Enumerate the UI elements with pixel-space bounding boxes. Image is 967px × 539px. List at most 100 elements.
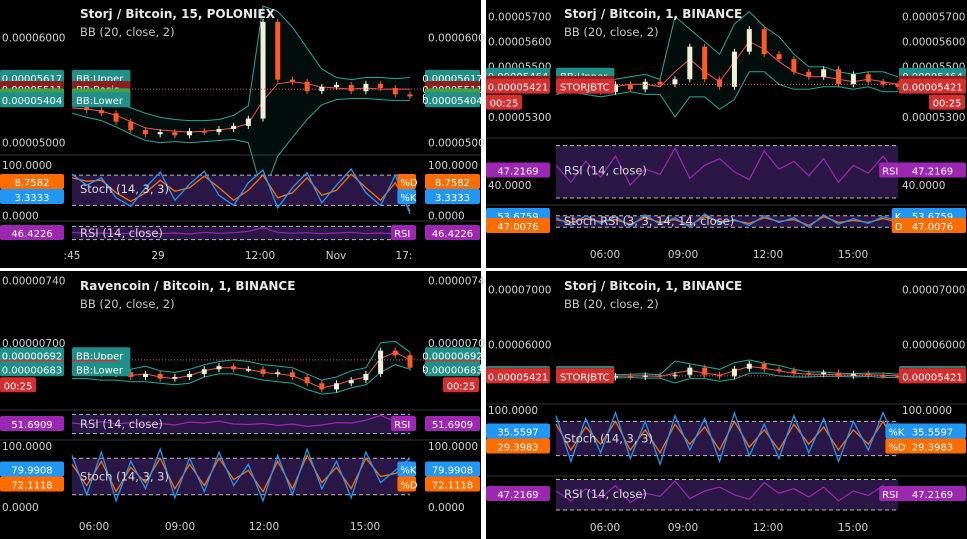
oscillator-tag-right-bg [425, 225, 480, 240]
y-tick-label: 0.00005000 [428, 138, 491, 150]
candle-body [880, 81, 886, 85]
price-tag-right-bg [425, 347, 480, 363]
timer-bg-right [929, 94, 965, 110]
x-tick-label: 29 [151, 250, 164, 262]
price-tag-left: 0.00005617 [2, 74, 62, 85]
candle-body [289, 372, 295, 378]
oscillator-name-bg [391, 225, 416, 240]
oscillator-band [556, 145, 898, 198]
chart-storj-binance-1-b: Storj / Bitcoin, 1, BINANCE BB (20, close… [486, 271, 967, 539]
chart-storj-binance-1-a: Storj / Bitcoin, 1, BINANCE BB (20, close… [486, 0, 967, 268]
candle-body [348, 84, 354, 92]
x-tick-label: Nov [326, 250, 347, 262]
oscillator-tag-right-bg [899, 218, 966, 233]
oscillator-tag-right-bg [425, 476, 480, 492]
price-tag-left: 0.00005421 [488, 83, 548, 94]
bb-lower-line [72, 364, 411, 395]
oscillator-name-bg [397, 189, 416, 204]
candle-body [687, 367, 693, 375]
oscillator-d-line [71, 173, 411, 212]
x-tick-label: 12:00 [245, 250, 275, 262]
candle-body [172, 132, 178, 136]
series-name-tag-bg [556, 368, 615, 384]
x-tick-label: 15:00 [838, 249, 868, 261]
candle-body [275, 21, 281, 80]
oscillator-tag-right: 35.5597 [912, 428, 953, 439]
oscillator-name-tag: D [895, 222, 903, 233]
x-tick-label: 06:00 [590, 249, 620, 261]
oscillator-name-bg [397, 174, 416, 189]
candle-body [761, 363, 767, 370]
oscillator-tag-left-bg [486, 218, 550, 233]
candle-body [142, 373, 148, 378]
candle-body [172, 377, 178, 379]
oscillator-tag-left-bg [0, 174, 64, 189]
candle-body [672, 79, 678, 85]
candle-body [304, 81, 310, 92]
oscillator-name-bg [879, 162, 904, 178]
oscillator-tag-right-bg [899, 423, 966, 439]
y-tick-label: 0.00006000 [902, 340, 965, 352]
series-name-tag: BB:Lower [76, 365, 124, 376]
candle-body [245, 369, 251, 371]
oscillator-tag-left-bg [0, 225, 64, 240]
chart-subtitle: BB (20, close, 2) [80, 297, 175, 311]
oscillator-name-bg [879, 486, 904, 501]
candle-body [657, 81, 663, 85]
oscillator-band [556, 479, 898, 510]
chart-title: Ravencoin / Bitcoin, 1, BINANCE [80, 279, 295, 293]
oscillator-name-tag: %K [400, 193, 417, 204]
y-tick-label: 100.0000 [2, 441, 52, 453]
y-tick-label: 0.00006000 [488, 340, 551, 352]
oscillator-tag-right: 47.0076 [912, 222, 953, 233]
candle-body [201, 369, 207, 374]
candle-body [334, 84, 340, 87]
candle-body [717, 79, 723, 87]
oscillator-name-tag: RSI [882, 167, 898, 178]
oscillator-name-tag: %D [888, 443, 906, 454]
candle-body [187, 131, 193, 136]
candle-body [731, 51, 737, 87]
oscillator-tag-left: 79.9908 [11, 466, 52, 477]
oscillator-label: Stoch RSI (3, 3, 14, 14, close) [564, 214, 734, 228]
oscillator-k-line [555, 410, 899, 467]
oscillator-name-tag: K [895, 212, 902, 223]
price-tag-left-bg [0, 92, 64, 108]
y-tick-label: 100.0000 [2, 160, 52, 172]
y-tick-label: 0.00007000 [902, 285, 965, 297]
oscillator-tag-right: 53.6759 [912, 212, 953, 223]
y-tick-label: 0.0000 [428, 210, 465, 222]
candle-body [113, 113, 119, 122]
oscillator-tag-right-bg [425, 189, 480, 204]
y-tick-label: 0.00005300 [488, 112, 551, 124]
rsi-line [555, 480, 899, 504]
candle-body [627, 84, 633, 90]
candle-body [245, 118, 251, 126]
oscillator-name-tag: %D [400, 178, 418, 189]
x-tick-label: 09:00 [165, 521, 195, 533]
price-tag-left-bg [0, 347, 64, 363]
y-tick-label: 0.00005700 [488, 12, 551, 24]
chart-title: Storj / Bitcoin, 1, BINANCE [564, 7, 742, 21]
series-name-tag: STORJBTC [560, 83, 610, 94]
oscillator-name-tag: RSI [394, 420, 410, 431]
candle-body [642, 375, 648, 377]
oscillator-k-line [71, 447, 411, 503]
candle-body [260, 21, 266, 119]
oscillator-tag-right: 3.3333 [435, 193, 470, 204]
y-tick-label: 0.00005300 [902, 112, 965, 124]
oscillator-name-bg [891, 218, 904, 233]
candle-body [216, 128, 222, 133]
candle-body [761, 29, 767, 55]
chart-title: Storj / Bitcoin, 1, BINANCE [564, 279, 742, 293]
candle-body [392, 350, 398, 356]
bb-band-fill [72, 341, 410, 395]
rsi-line [71, 414, 411, 428]
y-tick-label: 40.0000 [902, 180, 945, 192]
series-name-tag: BB:Upper [76, 74, 124, 85]
price-tag-right: 0.00005421 [902, 83, 962, 94]
oscillator-tag-left: 47.2169 [497, 490, 538, 501]
oscillator-tag-left: 8.7582 [15, 178, 50, 189]
price-tag-left-bg [486, 368, 550, 384]
